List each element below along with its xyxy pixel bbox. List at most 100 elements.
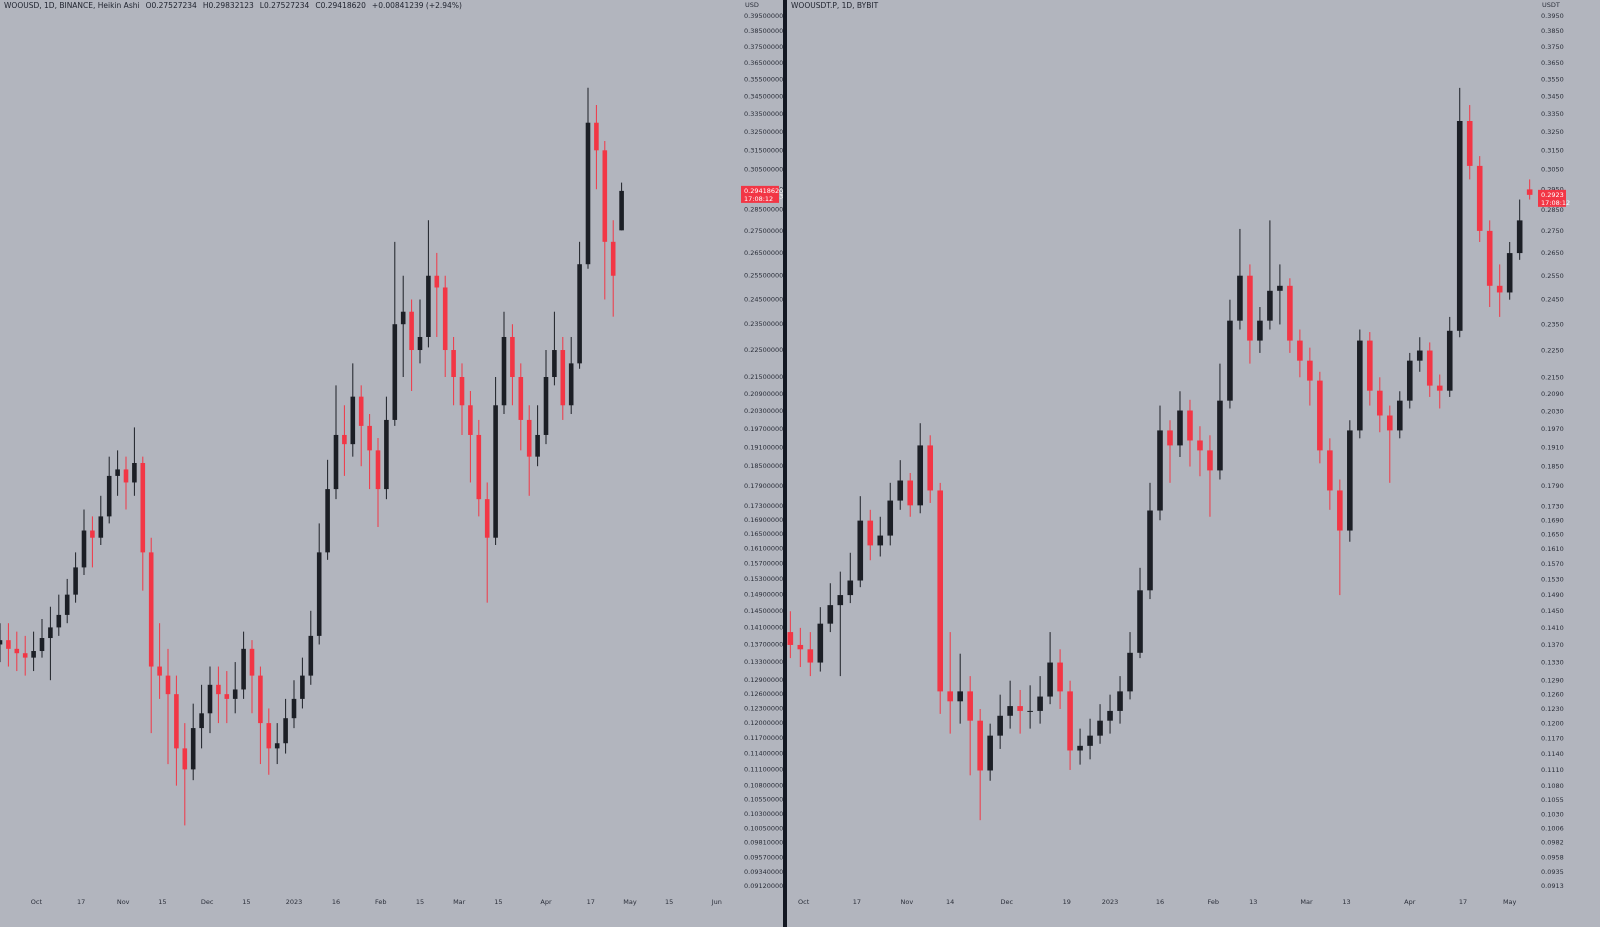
- candle-body: [897, 480, 904, 501]
- y-tick-label: 0.39500000: [744, 12, 783, 20]
- x-tick-label: Apr: [1404, 898, 1416, 906]
- y-tick-label: 0.09340000: [744, 868, 783, 876]
- ohlc-value: 0.29832123: [208, 1, 254, 10]
- candle-body: [241, 648, 246, 690]
- y-tick-label: 0.09810000: [744, 839, 783, 847]
- candle-body: [1267, 290, 1273, 321]
- candle-body: [1466, 120, 1473, 166]
- x-tick-label: Oct: [31, 898, 43, 906]
- candle-body: [1367, 340, 1373, 391]
- candle-body: [81, 530, 87, 568]
- y-tick-label: 0.2090: [1541, 390, 1564, 398]
- ohlc-key: L: [260, 1, 265, 10]
- y-tick-label: 0.2030: [1541, 407, 1564, 415]
- y-tick-label: 0.0935: [1541, 868, 1564, 876]
- candle-body: [14, 648, 20, 654]
- x-tick-label: May: [623, 898, 637, 906]
- ohlc-value: 0.29418620: [321, 1, 367, 10]
- candle-body: [115, 469, 120, 476]
- candle-body: [1516, 220, 1523, 254]
- x-tick-label: 2023: [1102, 898, 1119, 906]
- candle-body: [367, 425, 372, 451]
- candle-body: [535, 434, 540, 457]
- candle-body: [1347, 430, 1353, 531]
- x-tick-label: Dec: [201, 898, 214, 906]
- candle-body: [1396, 400, 1403, 431]
- candle-body: [1456, 120, 1463, 331]
- candle-body: [266, 723, 272, 749]
- x-tick-label: 15: [158, 898, 166, 906]
- candle-body: [501, 336, 507, 406]
- y-tick-label: 0.25500000: [744, 272, 783, 280]
- candle-body: [1037, 696, 1043, 711]
- x-tick-label: 16: [332, 898, 340, 906]
- candle-body: [1317, 380, 1323, 451]
- candle-body: [442, 287, 448, 351]
- y-tick-label: 0.10300000: [744, 810, 783, 818]
- candle-body: [1057, 662, 1063, 692]
- candle-body: [1307, 360, 1313, 381]
- candle-body: [350, 396, 356, 445]
- y-tick-label: 0.15700000: [744, 560, 783, 568]
- candle-body: [887, 500, 894, 536]
- axis-unit: USD: [745, 1, 759, 9]
- candle-body: [1197, 440, 1203, 451]
- candle-body: [199, 713, 204, 729]
- y-tick-label: 0.2250: [1541, 346, 1564, 354]
- candle-body: [1526, 189, 1533, 195]
- candle-body: [90, 530, 95, 538]
- x-tick-label: 19: [1063, 898, 1071, 906]
- candle-body: [426, 275, 431, 337]
- candle-body: [308, 635, 314, 676]
- y-tick-label: 0.1910: [1541, 444, 1564, 452]
- candle-body: [283, 718, 288, 744]
- y-tick-label: 0.27500000: [744, 227, 783, 235]
- y-tick-label: 0.15300000: [744, 575, 783, 583]
- candle-body: [847, 580, 854, 596]
- y-tick-label: 0.31500000: [744, 146, 783, 154]
- candle-body: [64, 594, 70, 615]
- symbol-title: WOOUSDT.P, 1D, BYBIT: [791, 1, 879, 10]
- candle-body: [1476, 165, 1483, 231]
- y-tick-label: 0.19100000: [744, 443, 783, 451]
- y-tick-label: 0.1110: [1541, 766, 1564, 774]
- y-tick-label: 0.2350: [1541, 320, 1564, 328]
- y-tick-label: 0.11400000: [744, 750, 783, 758]
- y-tick-label: 0.14500000: [744, 607, 783, 615]
- ohlc-value: 0.27527234: [264, 1, 310, 10]
- y-tick-label: 0.30500000: [744, 165, 783, 173]
- y-tick-label: 0.1650: [1541, 530, 1564, 538]
- y-tick-label: 0.3750: [1541, 43, 1564, 51]
- y-tick-label: 0.2750: [1541, 227, 1564, 235]
- y-tick-label: 0.11700000: [744, 734, 783, 742]
- y-tick-label: 0.12600000: [744, 690, 783, 698]
- candle-body: [1227, 320, 1233, 401]
- x-tick-label: 13: [1342, 898, 1350, 906]
- x-tick-label: Apr: [540, 898, 552, 906]
- candle-body: [1067, 691, 1073, 751]
- y-tick-label: 0.1370: [1541, 641, 1564, 649]
- candle-body: [857, 520, 864, 581]
- y-tick-label: 0.1230: [1541, 705, 1564, 713]
- y-tick-label: 0.3250: [1541, 128, 1564, 136]
- y-tick-label: 0.09570000: [744, 853, 783, 861]
- candle-body: [232, 689, 238, 699]
- candle-body: [342, 434, 347, 445]
- x-tick-label: 17: [77, 898, 85, 906]
- candle-body: [543, 377, 549, 435]
- candle-body: [1357, 340, 1363, 431]
- candle-body: [987, 735, 993, 771]
- y-tick-label: 0.13300000: [744, 658, 783, 666]
- y-tick-label: 0.1790: [1541, 482, 1564, 490]
- price-box: [1538, 189, 1566, 207]
- y-tick-label: 0.2950: [1541, 185, 1564, 193]
- candle-body: [1257, 320, 1263, 341]
- y-tick-label: 0.1330: [1541, 659, 1564, 667]
- candle-body: [493, 405, 498, 538]
- candle-body: [967, 691, 973, 721]
- candle-body: [1327, 450, 1333, 491]
- candle-body: [552, 350, 557, 378]
- candle-body: [1157, 430, 1163, 511]
